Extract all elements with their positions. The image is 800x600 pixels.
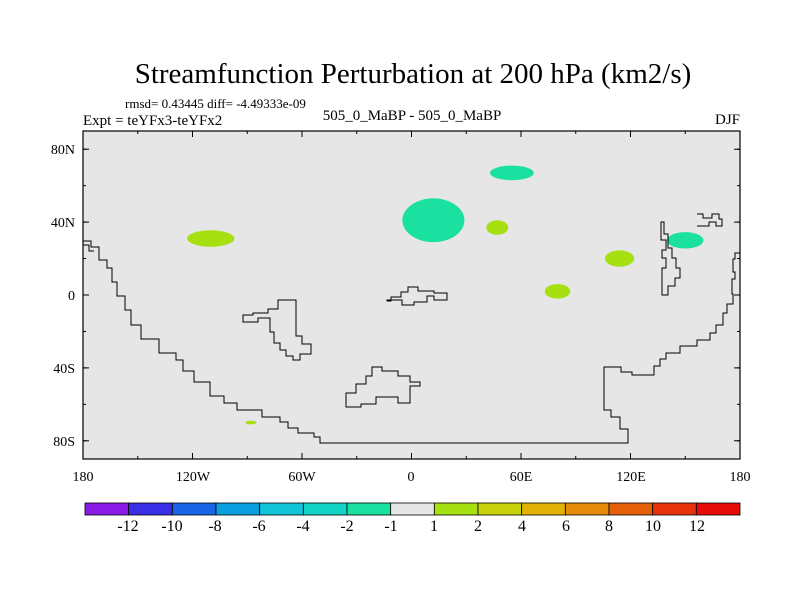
- colorbar-box: [390, 502, 435, 516]
- anomaly-region: [486, 220, 509, 235]
- right-label: DJF: [715, 112, 740, 128]
- anomaly-region: [667, 232, 704, 249]
- colorbar-label: -1: [384, 518, 397, 535]
- colorbar-box: [652, 502, 697, 516]
- map-background: [83, 131, 740, 459]
- colorbar-label: -2: [340, 518, 353, 535]
- anomaly-region: [544, 284, 571, 299]
- y-tick-label: 80S: [53, 435, 75, 450]
- map-panel: [82, 130, 741, 460]
- colorbar-label: 1: [430, 518, 438, 535]
- x-tick-labels: 180 120W 60W 0 60E 120E 180: [73, 470, 751, 485]
- colorbar-box: [171, 502, 217, 516]
- colorbar-box: [521, 502, 566, 516]
- colorbar-box: [128, 502, 173, 516]
- colorbar-label: 8: [605, 518, 613, 535]
- colorbar-label: 2: [474, 518, 482, 535]
- colorbar-box: [695, 502, 741, 516]
- colorbar-label: 12: [689, 518, 705, 535]
- colorbar-box: [564, 502, 610, 516]
- colorbar-label: -12: [117, 518, 138, 535]
- x-tick-label: 120W: [176, 470, 211, 485]
- chart-title: Streamfunction Perturbation at 200 hPa (…: [135, 58, 692, 90]
- coastline-east-asia-strip: [660, 221, 681, 296]
- colorbar-label: -6: [252, 518, 265, 535]
- colorbar-labels: -12 -10 -8 -6 -4 -2 -1 1 2 4 6 8 10 12: [117, 518, 705, 535]
- tick-layer: [82, 131, 741, 459]
- coastline-antarctic-island: [345, 366, 421, 408]
- x-tick-label: 120E: [616, 470, 646, 485]
- anomaly-region: [489, 165, 534, 181]
- colorbar-box: [84, 502, 130, 516]
- x-tick-label: 60W: [288, 470, 316, 485]
- y-tick-label: 40S: [53, 362, 75, 377]
- colorbar-box: [346, 502, 392, 516]
- y-tick-label: 40N: [51, 216, 75, 231]
- left-label: Expt = teYFx3-teYFx2: [83, 113, 222, 129]
- coastline-greenland-tip: [83, 244, 94, 252]
- anomaly-region: [402, 198, 465, 243]
- anomaly-region: [187, 230, 235, 247]
- colorbar-box: [477, 502, 523, 516]
- colorbar-label: -8: [208, 518, 221, 535]
- y-tick-label: 0: [68, 289, 75, 304]
- colorbar-box: [608, 502, 654, 516]
- coastline-africa-north: [386, 286, 448, 306]
- colorbar-label: 10: [645, 518, 661, 535]
- x-tick-label: 0: [408, 470, 415, 485]
- anomaly-layer: [187, 165, 704, 425]
- center-label: 505_0_MaBP - 505_0_MaBP: [323, 108, 502, 124]
- colorbar: [84, 502, 741, 516]
- colorbar-box: [302, 502, 348, 516]
- coastline-americas: [83, 240, 740, 444]
- coastline-japan: [697, 213, 723, 227]
- colorbar-label: 4: [518, 518, 526, 535]
- y-tick-labels: 80N 40N 0 40S 80S: [51, 143, 75, 450]
- colorbar-box: [433, 502, 479, 516]
- stats-line: rmsd= 0.43445 diff= -4.49333e-09: [125, 96, 306, 111]
- x-tick-label: 180: [73, 470, 94, 485]
- y-tick-label: 80N: [51, 143, 75, 158]
- x-tick-label: 180: [730, 470, 751, 485]
- colorbar-box: [215, 502, 261, 516]
- colorbar-label: -4: [296, 518, 309, 535]
- x-tick-label: 60E: [510, 470, 533, 485]
- anomaly-region: [245, 420, 257, 425]
- coastline-south-america: [242, 299, 312, 361]
- colorbar-box: [259, 502, 304, 516]
- anomaly-region: [604, 250, 635, 267]
- colorbar-label: -10: [161, 518, 182, 535]
- colorbar-label: 6: [562, 518, 570, 535]
- coastline-outlines: [83, 213, 740, 444]
